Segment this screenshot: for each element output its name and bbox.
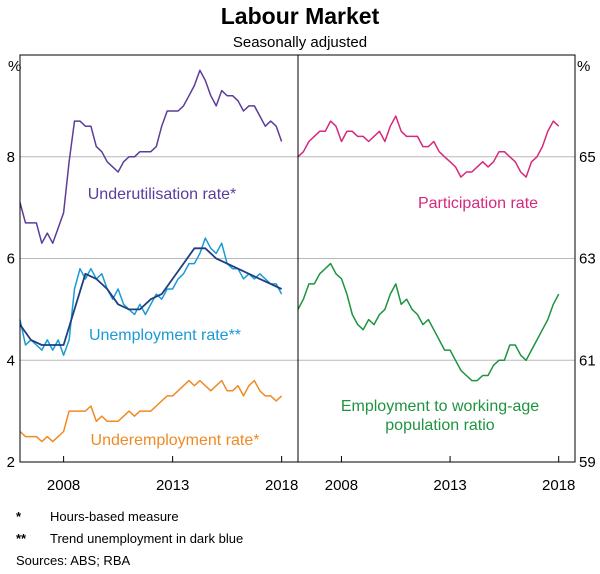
label-underemployment: Underemployment rate* [91, 432, 260, 449]
right-unit-label: % [577, 58, 590, 75]
y-tick-right-63: 63 [579, 251, 596, 268]
sources: Sources: ABS; RBA [16, 553, 131, 568]
label-participation: Participation rate [418, 195, 538, 212]
chart-notes: * Hours-based measure ** Trend unemploymen… [16, 506, 243, 572]
series-line-participation-rate [297, 115, 560, 178]
note-text-hours-based: Hours-based measure [50, 509, 179, 524]
label-unemployment: Unemployment rate** [89, 327, 241, 344]
gridlines [20, 156, 575, 361]
x-tick-left-2008: 2008 [47, 477, 80, 494]
series-line-employment-to-working-age-population-ratio [297, 262, 560, 382]
y-tick-left-4: 4 [7, 352, 15, 369]
left-unit-label: % [8, 58, 21, 75]
chart-title: Labour Market [221, 3, 380, 29]
note-mark-double: ** [16, 531, 27, 546]
x-tick-right-2018: 2018 [542, 477, 575, 494]
note-mark-single: * [16, 509, 22, 524]
series-line-underemployment-rate [19, 379, 283, 443]
x-tick-right-2008: 2008 [325, 477, 358, 494]
x-tick-right-2013: 2013 [433, 477, 466, 494]
series-lines [19, 69, 560, 443]
note-hours-based: * Hours-based measure [16, 506, 243, 528]
note-text-trend: Trend unemployment in dark blue [50, 531, 244, 546]
label-employment-ratio-line1: Employment to working-age [341, 398, 539, 415]
x-tick-left-2018: 2018 [265, 477, 298, 494]
y-tick-right-59: 59 [579, 454, 596, 471]
x-tick-left-2013: 2013 [156, 477, 189, 494]
label-employment-ratio-line2: population ratio [385, 417, 495, 434]
y-tick-left-8: 8 [7, 149, 15, 166]
y-tick-right-61: 61 [579, 352, 596, 369]
series-line-trend-unemployment [19, 247, 282, 346]
y-tick-right-65: 65 [579, 149, 596, 166]
y-tick-left-2: 2 [7, 454, 15, 471]
note-trend-unemployment: ** Trend unemployment in dark blue [16, 528, 243, 550]
y-tick-left-6: 6 [7, 251, 15, 268]
series-line-underutilisation-rate [19, 69, 283, 244]
label-underutilisation: Underutilisation rate* [88, 186, 237, 203]
chart-subtitle: Seasonally adjusted [233, 34, 367, 51]
